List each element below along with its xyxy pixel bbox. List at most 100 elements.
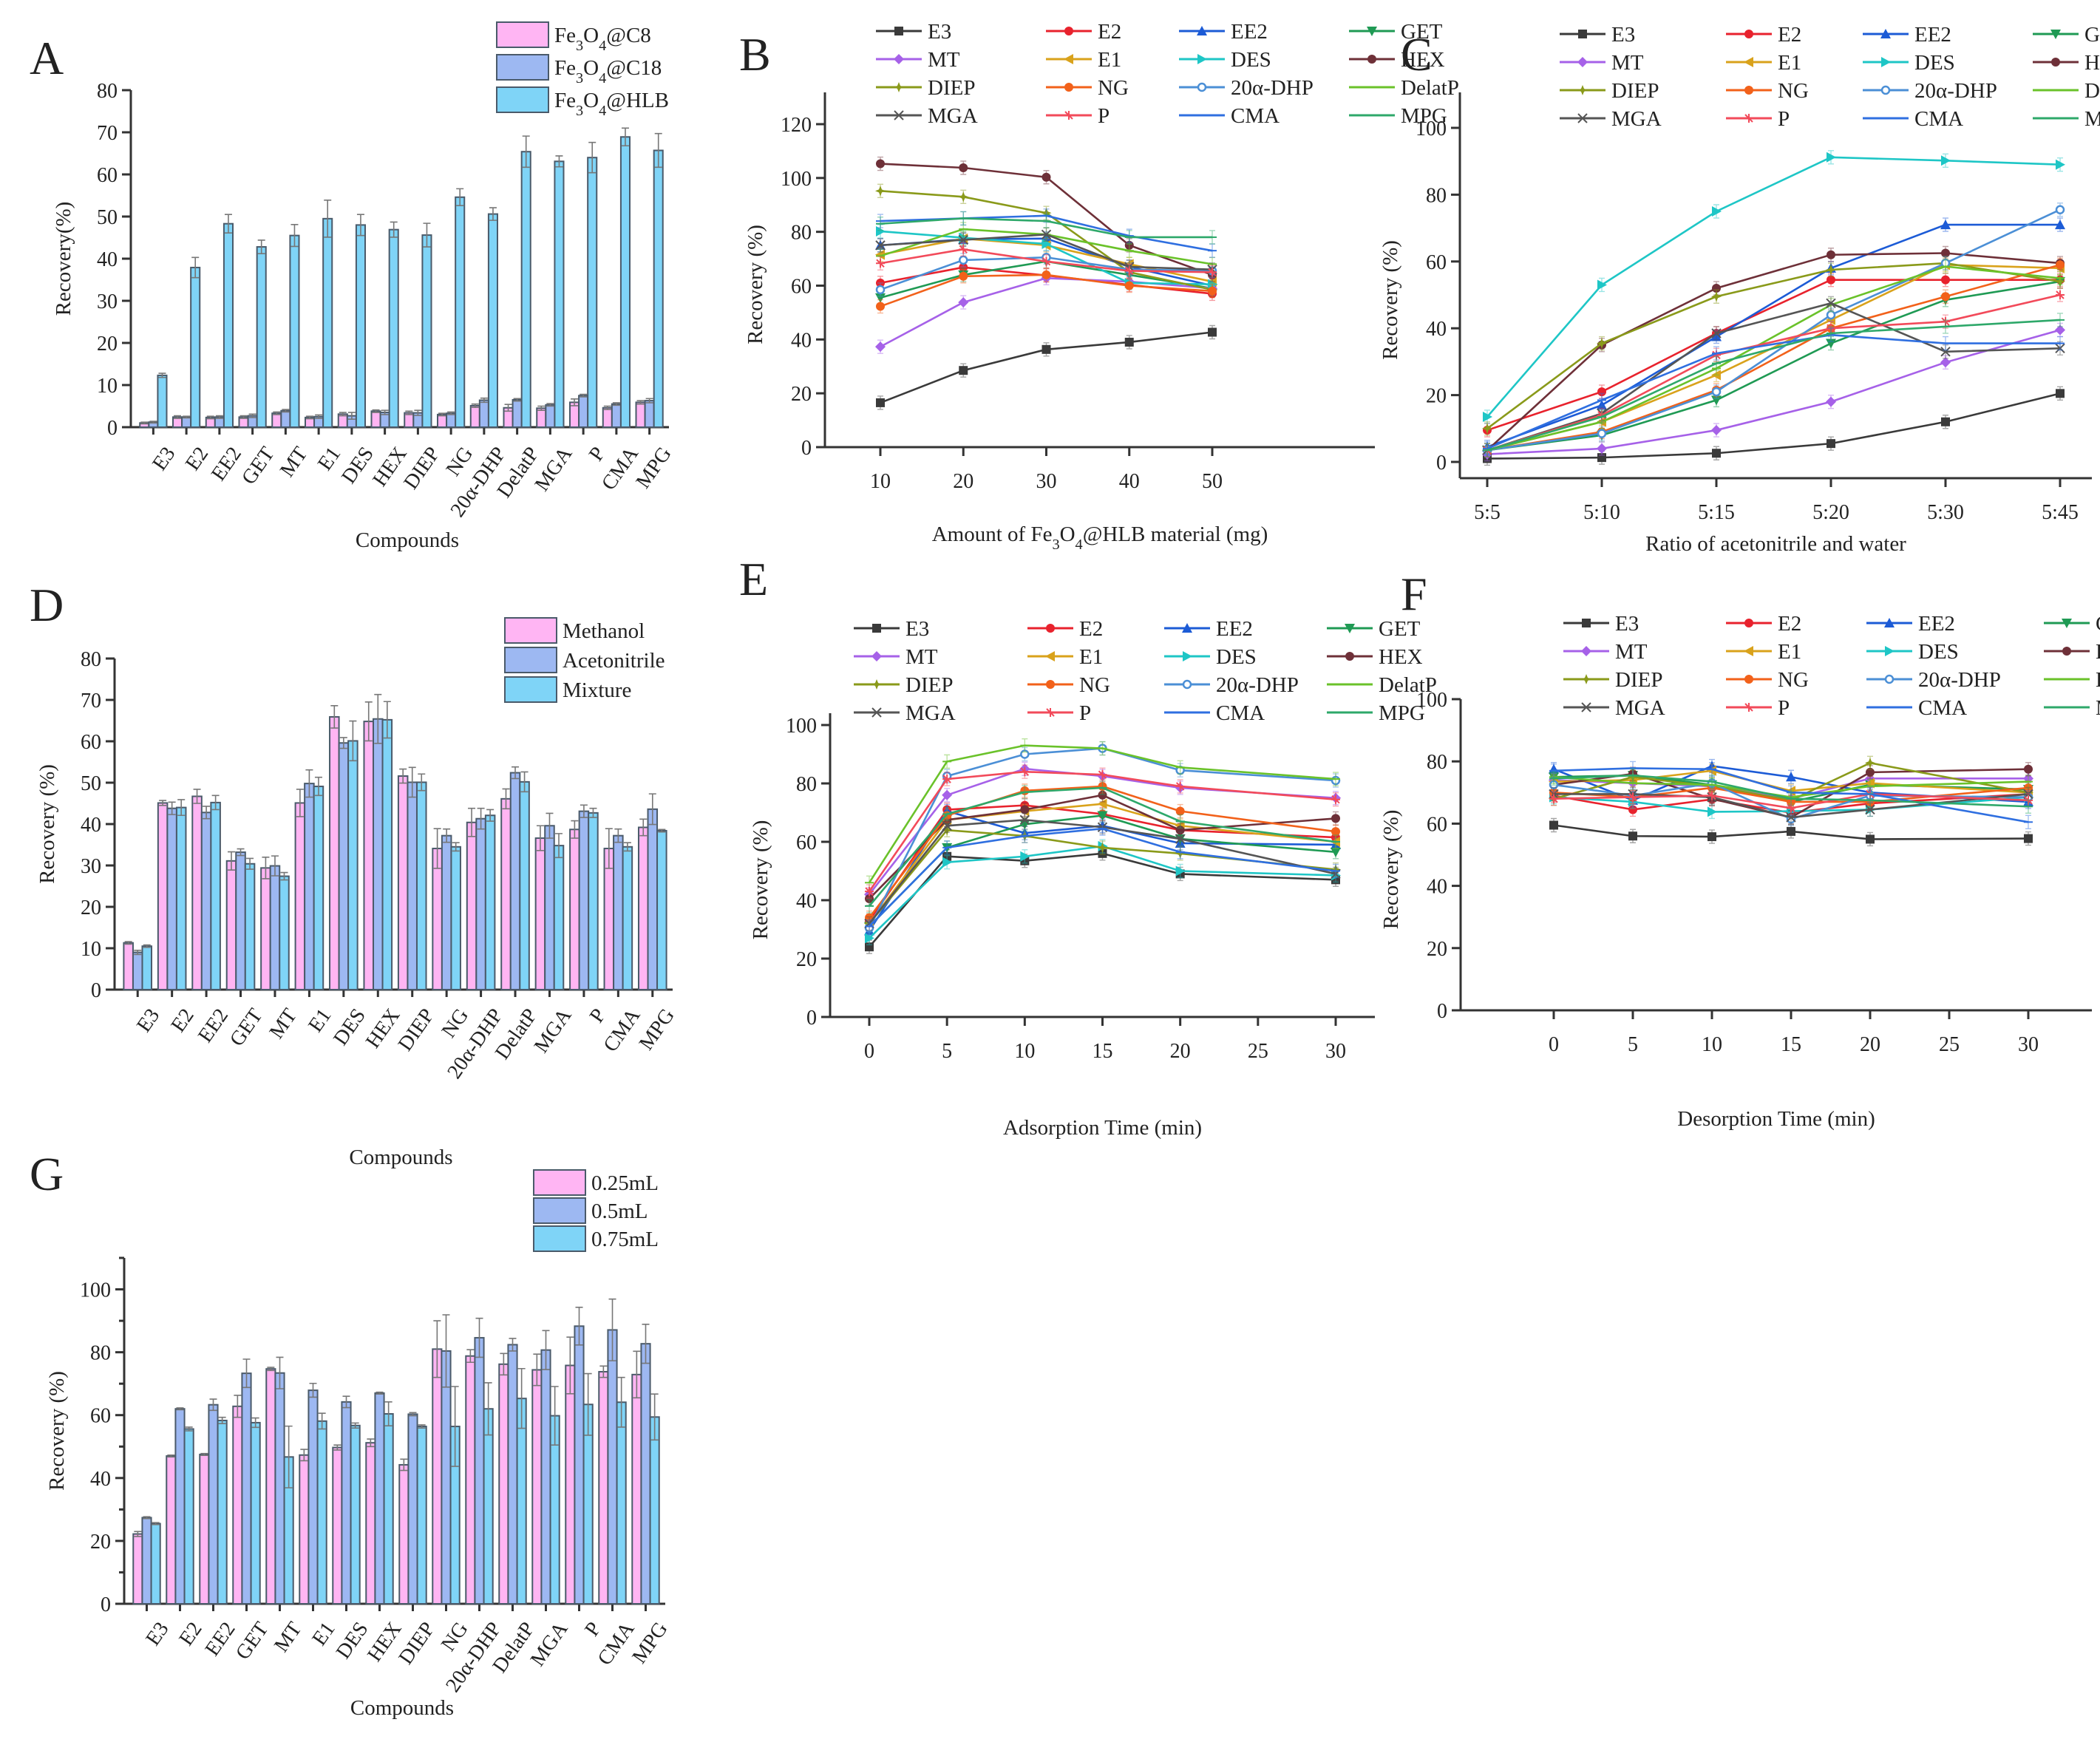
series-des	[1483, 150, 2065, 424]
y-tick-label: 80	[1427, 751, 1447, 774]
marker	[1041, 270, 1051, 279]
marker	[1345, 624, 1355, 633]
legend-label: HEX	[2084, 51, 2100, 75]
error-bar	[423, 222, 431, 248]
legend-label: Mixture	[563, 678, 631, 702]
series-line	[1486, 265, 2061, 452]
error-bar	[349, 720, 357, 762]
error-bar	[623, 842, 631, 852]
error-bar	[612, 402, 620, 406]
legend-label: DelatP	[1401, 76, 1459, 100]
x-tick-label: DIEP	[399, 443, 444, 494]
legend-label: E2	[1778, 23, 1801, 47]
x-tick-label: 5:5	[1474, 501, 1501, 524]
marker	[1941, 248, 1950, 258]
bar	[260, 867, 271, 990]
legend-label: E3	[1615, 612, 1639, 636]
error-bar	[318, 1412, 326, 1430]
legend-label: MGA	[1611, 107, 1662, 131]
y-tick-label: 20	[1427, 938, 1447, 961]
error-bar	[546, 403, 554, 407]
marker	[1711, 395, 1722, 406]
bar	[498, 1363, 509, 1605]
bar	[370, 410, 381, 429]
bar	[450, 846, 461, 991]
y-axis-title: Recovery (%)	[744, 225, 767, 344]
error-bar	[339, 737, 347, 749]
legend-label: EE2	[1914, 23, 1951, 47]
legend-label: E2	[1778, 612, 1801, 636]
series-line	[868, 770, 1336, 892]
bar	[174, 1408, 186, 1605]
marker	[942, 825, 953, 836]
error-bar	[185, 1426, 193, 1432]
x-tick-label: E3	[148, 443, 180, 474]
legend-label: E3	[905, 617, 929, 641]
x-tick-label: EE2	[207, 443, 246, 485]
x-axis-title: Desorption Time (min)	[1677, 1107, 1875, 1131]
y-tick-label: 20	[796, 948, 817, 971]
error-bar	[654, 132, 662, 169]
marker	[1581, 646, 1591, 656]
bar	[166, 807, 177, 990]
bar	[183, 1428, 194, 1605]
error-bar	[251, 1417, 259, 1429]
x-tick-label: 25	[1939, 1033, 1960, 1056]
legend: E3 E2 EE2 GET MT E1 DES HEX DIEP NG 20α-DHP DelatP M…	[1563, 612, 2100, 720]
error-bar	[399, 768, 407, 784]
legend-label: E2	[1098, 20, 1121, 44]
legend-label: Fe3O4@HLB	[554, 89, 669, 119]
legend-swatch	[496, 54, 549, 81]
series-line	[1486, 329, 2061, 455]
legend-label: DES	[1918, 640, 1959, 664]
error-bar	[305, 769, 313, 798]
legend-label: CMA	[1914, 107, 1963, 131]
x-axis-title: Compounds	[349, 1146, 452, 1169]
error-bar	[537, 405, 546, 411]
x-tick-label: DIEP	[394, 1004, 439, 1055]
marker	[1866, 834, 1875, 844]
series-line	[1486, 279, 2060, 432]
error-bar	[438, 412, 446, 417]
bar	[157, 802, 169, 990]
marker	[1577, 85, 1588, 95]
error-bar	[477, 807, 485, 830]
marker	[894, 82, 904, 92]
legend-label: GET	[2096, 612, 2100, 636]
series-line	[1553, 793, 2029, 809]
y-tick-label: 60	[1427, 813, 1447, 836]
error-bar	[143, 944, 151, 948]
bar	[647, 808, 659, 990]
marker	[1597, 279, 1607, 290]
error-bar	[356, 214, 364, 237]
marker	[1097, 798, 1107, 809]
marker	[1744, 646, 1753, 656]
marker	[1197, 82, 1207, 92]
legend: 0.25mL 0.5mL 0.75mL	[533, 1169, 659, 1252]
x-tick-label: 25	[1248, 1040, 1268, 1063]
error-bar	[309, 1382, 317, 1398]
x-tick-label: 20	[953, 470, 973, 493]
error-bar	[227, 851, 235, 871]
marker	[2024, 764, 2033, 774]
marker	[1041, 344, 1051, 354]
series-line	[1486, 156, 2061, 418]
bar	[469, 404, 480, 428]
marker	[1578, 30, 1587, 38]
error-bar	[339, 412, 347, 417]
marker	[1577, 113, 1588, 123]
bar	[432, 1348, 443, 1605]
bar	[578, 810, 590, 991]
error-bar	[167, 1454, 175, 1458]
bar	[329, 715, 340, 991]
marker	[1707, 791, 1716, 800]
bar	[484, 814, 496, 990]
marker	[1880, 85, 1891, 95]
y-tick-label: 60	[97, 164, 118, 187]
y-tick-label: 0	[1437, 1000, 1447, 1023]
bar	[175, 806, 187, 990]
series-line	[1486, 333, 2060, 450]
legend-label: MPG	[2096, 696, 2100, 720]
marker	[2062, 619, 2072, 628]
